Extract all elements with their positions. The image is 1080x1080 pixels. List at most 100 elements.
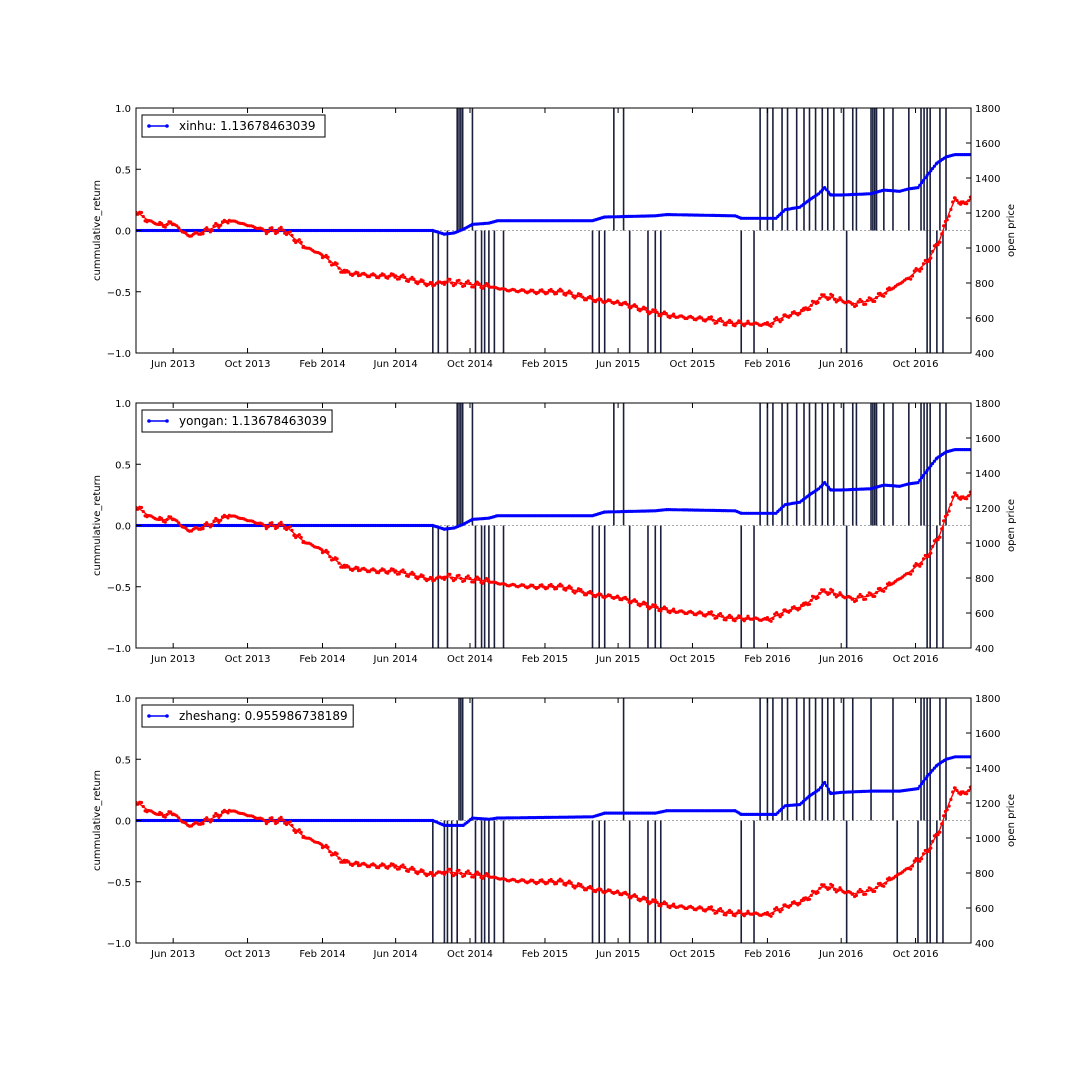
open-price-markers: [136, 490, 971, 623]
data-point: [826, 485, 831, 489]
data-point: [832, 887, 837, 892]
data-point: [169, 515, 173, 519]
y-tick-label-left: −1.0: [107, 939, 131, 950]
data-point: [590, 591, 594, 596]
data-point: [444, 870, 448, 874]
data-point: [201, 527, 205, 531]
data-point: [554, 587, 559, 591]
y-tick-label-right: 1800: [975, 104, 1000, 115]
y-axis-label-left: cummulative_return: [92, 475, 103, 576]
data-point: [953, 786, 957, 790]
data-point: [536, 585, 540, 590]
data-point: [931, 249, 935, 253]
data-point: [163, 520, 167, 524]
data-point: [347, 565, 351, 569]
data-point: [634, 894, 639, 898]
data-point: [540, 878, 544, 882]
x-tick-label: Oct 2014: [447, 654, 493, 665]
data-point: [828, 591, 832, 595]
y-tick-label-right: 400: [975, 644, 994, 655]
y-tick-label-right: 800: [975, 279, 994, 290]
data-point: [659, 609, 663, 613]
data-point: [947, 509, 951, 513]
data-point: [780, 908, 784, 912]
data-point: [921, 262, 926, 266]
data-point: [634, 599, 639, 603]
data-point: [564, 883, 568, 887]
data-point: [869, 887, 873, 891]
data-point: [281, 228, 285, 232]
x-tick-label: Feb 2015: [522, 654, 568, 665]
y-tick-label-left: −0.5: [107, 878, 131, 889]
data-point: [771, 616, 775, 621]
data-point: [910, 274, 915, 278]
data-point: [326, 255, 330, 259]
data-point: [711, 908, 715, 912]
data-point: [873, 299, 877, 303]
data-point: [945, 808, 949, 812]
x-tick-label: Jun 2016: [818, 359, 863, 370]
data-point: [450, 871, 454, 875]
data-point: [442, 872, 446, 877]
data-point: [920, 782, 924, 786]
data-point: [920, 181, 924, 185]
data-point: [472, 875, 476, 879]
data-point: [279, 520, 283, 525]
y-tick-label-right: 1200: [975, 209, 1000, 220]
data-point: [709, 905, 714, 909]
plot-content: [136, 403, 971, 648]
x-tick-label: Jun 2013: [150, 654, 195, 665]
data-point: [275, 230, 279, 234]
data-point: [206, 818, 211, 822]
data-point: [579, 588, 583, 592]
data-point: [865, 594, 870, 598]
data-point: [874, 886, 879, 890]
data-point: [406, 574, 410, 579]
data-point: [942, 519, 946, 523]
data-point: [909, 277, 913, 281]
data-point: [356, 271, 360, 275]
data-point: [864, 892, 868, 896]
x-tick-label: Jun 2015: [595, 654, 640, 665]
data-point: [832, 592, 837, 597]
data-point: [932, 459, 937, 463]
data-point: [540, 288, 544, 292]
data-point: [818, 886, 822, 890]
data-point: [851, 597, 855, 601]
data-point: [201, 232, 205, 236]
data-point: [869, 592, 873, 596]
data-point: [403, 865, 407, 870]
x-tick-label: Jun 2015: [595, 949, 640, 960]
x-tick-label: Oct 2015: [670, 654, 716, 665]
data-point: [462, 874, 467, 878]
data-point: [968, 195, 971, 199]
x-tick-label: Oct 2016: [893, 949, 939, 960]
data-point: [616, 595, 620, 599]
data-point: [927, 554, 931, 559]
data-point: [920, 476, 924, 480]
data-point: [288, 820, 292, 824]
data-point: [625, 892, 629, 896]
data-point: [401, 863, 405, 867]
panel-3: Jun 2013 Oct 2013 Feb 2014 Jun 2014 Oct 2014…: [92, 694, 1017, 960]
data-point: [382, 568, 386, 572]
data-point: [955, 788, 959, 793]
data-point: [655, 605, 659, 609]
data-point: [210, 818, 214, 822]
data-point: [824, 295, 828, 299]
data-point: [659, 904, 663, 908]
data-point: [290, 823, 294, 827]
data-point: [448, 572, 452, 577]
data-point: [453, 872, 457, 876]
data-point: [373, 863, 377, 867]
data-point: [940, 232, 944, 236]
data-point: [373, 273, 377, 277]
data-point: [177, 226, 181, 230]
data-point: [744, 617, 748, 621]
data-point: [929, 770, 933, 774]
data-point: [938, 830, 942, 834]
data-point: [953, 491, 957, 495]
data-point: [643, 896, 648, 900]
data-point: [700, 906, 704, 910]
data-point: [916, 186, 920, 190]
